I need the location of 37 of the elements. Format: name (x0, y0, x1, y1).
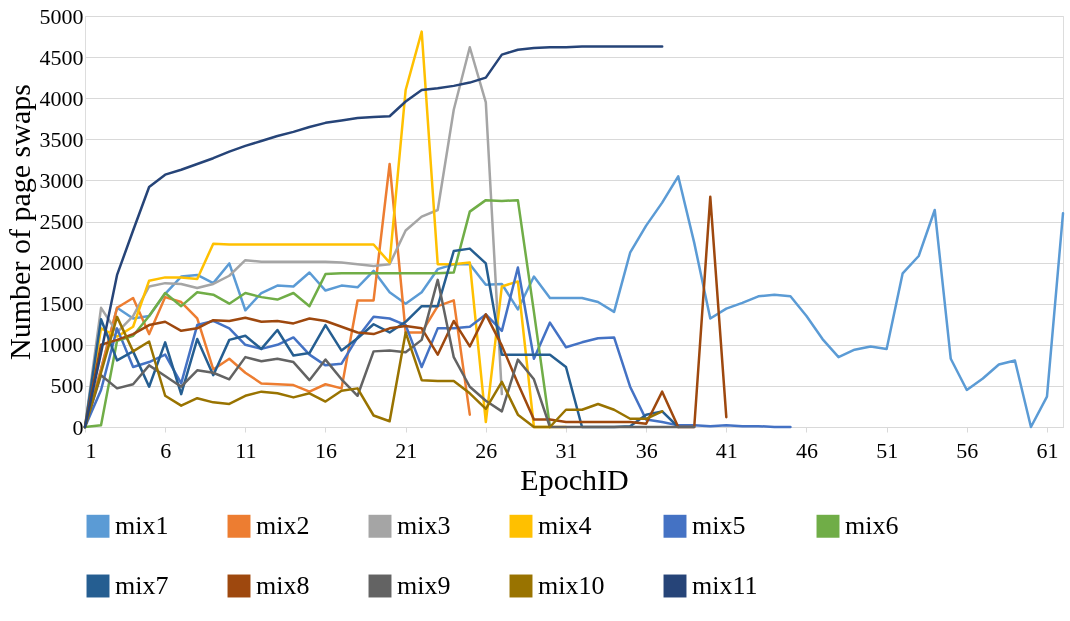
y-tick-label: 0 (72, 414, 84, 440)
x-tick-label: 6 (160, 437, 172, 463)
x-tick-label: 11 (235, 437, 257, 463)
x-tick-label: 36 (635, 437, 658, 463)
legend-label: mix1 (115, 511, 169, 541)
legend-label: mix9 (397, 571, 451, 600)
x-tick-label: 51 (876, 437, 899, 463)
y-tick-label: 1000 (39, 332, 84, 358)
legend-label: mix4 (538, 511, 592, 541)
y-tick-label: 2500 (39, 209, 84, 234)
legend-label: mix3 (397, 511, 451, 541)
x-tick-label: 31 (555, 437, 578, 463)
legend-label: mix10 (538, 571, 605, 600)
legend-label: mix6 (845, 511, 899, 541)
y-axis-title: Number of page swaps (2, 84, 36, 360)
x-tick-label: 61 (1036, 437, 1059, 463)
legend-label: mix8 (256, 571, 310, 600)
y-tick-label: 4500 (39, 44, 84, 70)
y-tick-label: 3500 (39, 126, 84, 152)
y-tick-label: 5000 (39, 3, 84, 29)
x-tick-label: 21 (395, 437, 418, 463)
x-tick-label: 41 (715, 437, 738, 463)
y-tick-label: 1500 (39, 291, 84, 317)
x-tick-label: 46 (795, 437, 818, 463)
x-tick-label: 56 (956, 437, 979, 463)
y-tick-label: 4000 (39, 85, 84, 111)
x-axis-title: EpochID (520, 462, 629, 496)
x-tick-label: 26 (475, 437, 498, 463)
legend-label: mix11 (692, 571, 758, 600)
legend-label: mix5 (692, 511, 746, 541)
legend-label: mix7 (115, 571, 169, 600)
x-tick-label: 1 (85, 437, 97, 463)
y-tick-label: 3000 (39, 167, 84, 193)
x-tick-label: 16 (314, 437, 337, 463)
legend-label: mix2 (256, 511, 310, 541)
y-tick-label: 500 (50, 373, 84, 399)
y-tick-label: 2000 (39, 250, 84, 276)
